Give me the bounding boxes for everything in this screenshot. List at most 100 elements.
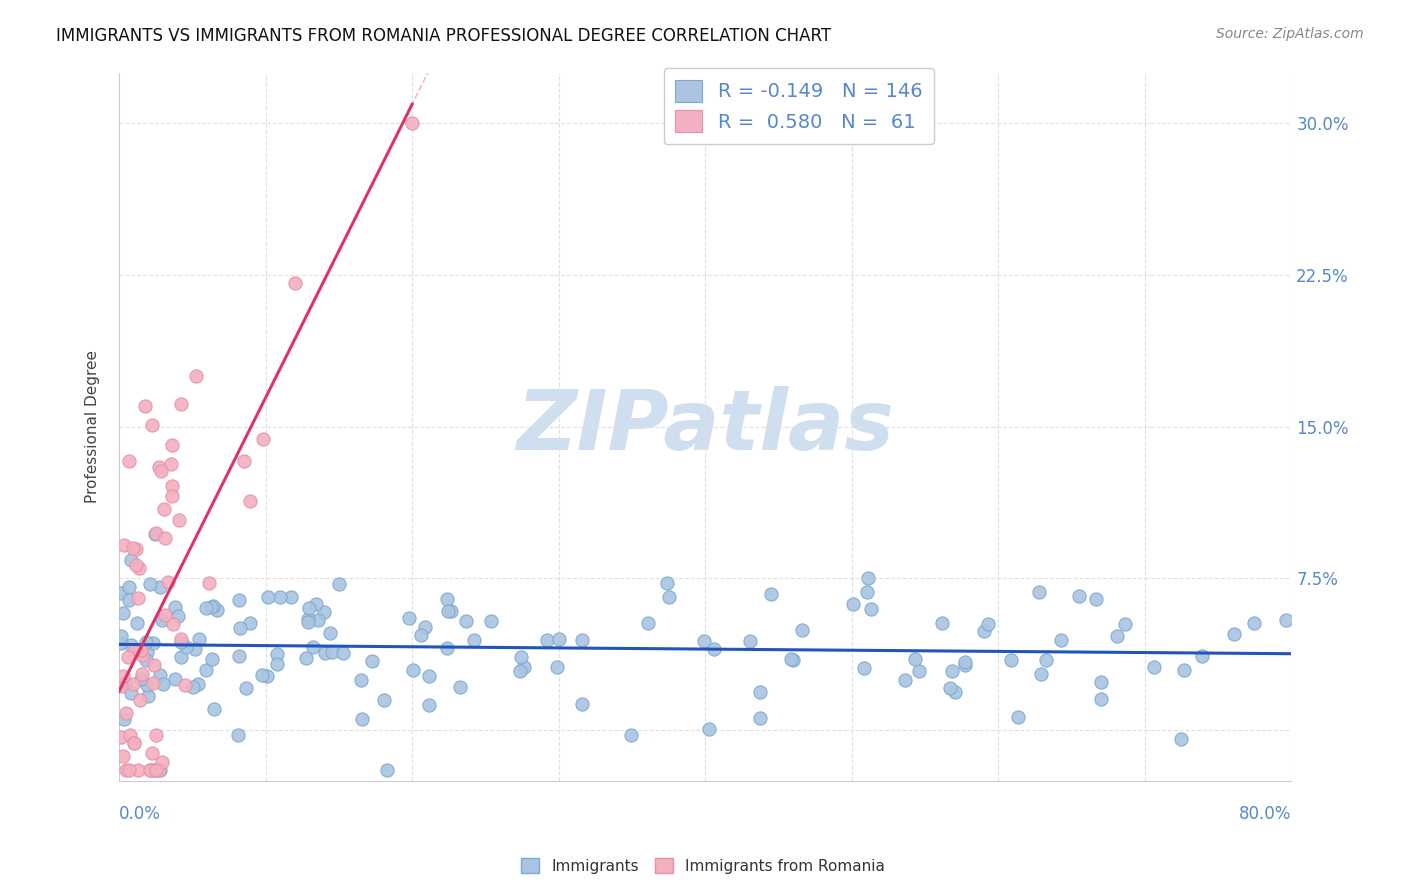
Point [156, 575, 179, 590]
Point [955, 658, 977, 673]
Point [118, 592, 141, 607]
Point [145, 526, 167, 541]
Point [118, 454, 141, 468]
Point [128, 642, 150, 657]
Point [620, 728, 643, 742]
Point [284, 276, 307, 290]
Point [160, 479, 183, 493]
Text: IMMIGRANTS VS IMMIGRANTS FROM ROMANIA PROFESSIONAL DEGREE CORRELATION CHART: IMMIGRANTS VS IMMIGRANTS FROM ROMANIA PR… [56, 27, 831, 45]
Point [1085, 592, 1108, 607]
Point [1275, 613, 1298, 627]
Point [149, 464, 172, 478]
Point [118, 728, 141, 742]
Legend: R = -0.149   N = 146, R =  0.580   N =  61: R = -0.149 N = 146, R = 0.580 N = 61 [664, 68, 935, 145]
Point [131, 667, 153, 681]
Point [305, 598, 328, 612]
Point [112, 712, 135, 726]
Point [170, 397, 193, 411]
Point [266, 657, 288, 671]
Point [1143, 659, 1166, 673]
Point [174, 678, 197, 692]
Point [655, 576, 678, 591]
Point [229, 621, 252, 635]
Point [139, 764, 162, 778]
Point [314, 646, 336, 660]
Point [748, 711, 770, 725]
Point [167, 513, 190, 527]
Point [252, 668, 274, 682]
Point [1222, 627, 1244, 641]
Point [931, 616, 953, 631]
Point [129, 642, 152, 657]
Point [122, 541, 145, 555]
Point [239, 616, 262, 631]
Point [128, 561, 150, 575]
Point [198, 575, 221, 590]
Point [124, 736, 146, 750]
Point [205, 603, 228, 617]
Point [184, 641, 207, 656]
Point [1191, 649, 1213, 664]
Point [437, 604, 460, 618]
Point [141, 418, 163, 433]
Point [547, 632, 569, 646]
Point [127, 591, 149, 606]
Point [148, 459, 170, 474]
Point [117, 580, 139, 594]
Point [187, 632, 209, 647]
Point [145, 728, 167, 742]
Point [436, 592, 458, 607]
Point [297, 615, 319, 629]
Point [269, 590, 291, 604]
Point [301, 640, 323, 655]
Point [118, 764, 141, 778]
Point [143, 657, 166, 672]
Point [953, 655, 976, 669]
Point [1090, 674, 1112, 689]
Point [456, 615, 478, 629]
Point [200, 599, 222, 614]
Point [1114, 616, 1136, 631]
Point [145, 764, 167, 778]
Point [841, 597, 863, 611]
Point [169, 632, 191, 646]
Point [697, 722, 720, 736]
Point [121, 677, 143, 691]
Point [110, 586, 132, 600]
Point [373, 693, 395, 707]
Point [162, 490, 184, 504]
Point [125, 542, 148, 557]
Point [153, 501, 176, 516]
Text: 0.0%: 0.0% [120, 805, 160, 823]
Point [1067, 589, 1090, 603]
Point [120, 638, 142, 652]
Point [413, 620, 436, 634]
Point [858, 571, 880, 585]
Point [148, 764, 170, 778]
Point [152, 676, 174, 690]
Point [160, 457, 183, 471]
Point [252, 432, 274, 446]
Point [170, 649, 193, 664]
Point [127, 764, 149, 778]
Point [893, 673, 915, 687]
Point [1028, 584, 1050, 599]
Point [1090, 691, 1112, 706]
Point [112, 749, 135, 764]
Point [1105, 629, 1128, 643]
Point [860, 601, 883, 615]
Point [509, 665, 531, 679]
Point [256, 669, 278, 683]
Point [135, 635, 157, 649]
Point [110, 730, 132, 744]
Point [181, 680, 204, 694]
Point [186, 368, 208, 383]
Point [779, 652, 801, 666]
Point [463, 632, 485, 647]
Point [571, 698, 593, 712]
Point [856, 585, 879, 599]
Point [297, 612, 319, 626]
Point [280, 590, 302, 604]
Point [266, 647, 288, 661]
Point [1007, 710, 1029, 724]
